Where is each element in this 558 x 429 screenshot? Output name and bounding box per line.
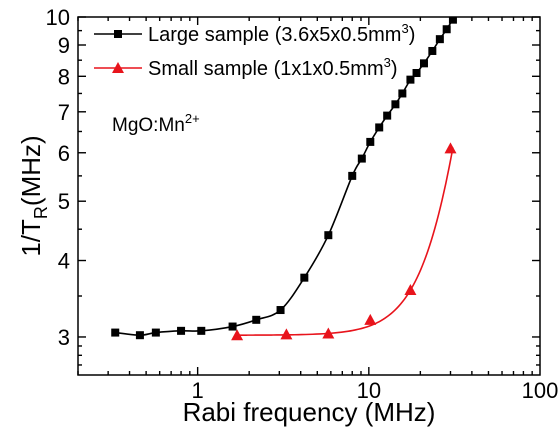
x-tick-label: 10: [357, 378, 381, 403]
data-point-large: [442, 25, 451, 34]
data-point-large: [357, 154, 366, 163]
legend-marker: [114, 30, 122, 38]
y-axis-title-unit: (MHz): [16, 135, 46, 206]
data-point-large: [391, 100, 400, 109]
legend-label-superscript: 3: [384, 55, 391, 70]
data-point-large: [111, 328, 120, 337]
legend: Large sample (3.6x5x0.5mm3)Small sample …: [94, 21, 415, 80]
data-point-large: [448, 17, 457, 24]
data-point-large: [366, 137, 375, 146]
data-point-large: [398, 89, 407, 98]
axis-layer: 1 10 100 3 4 5 6 7 8 9 10: [46, 5, 558, 403]
data-point-large: [177, 326, 186, 335]
data-point-small: [322, 327, 335, 339]
legend-label-close: ): [391, 58, 398, 80]
series-fit-small: [237, 147, 454, 336]
x-tick-label: 1: [192, 378, 204, 403]
data-point-large: [348, 171, 357, 180]
y-tick-label: 5: [58, 189, 70, 214]
x-axis-title: Rabi frequency (MHz): [183, 397, 436, 427]
x-tick-label: 100: [522, 378, 558, 403]
y-tick-label: 7: [58, 100, 70, 125]
data-point-large: [151, 328, 160, 337]
legend-marker: [112, 62, 124, 73]
data-point-large: [375, 123, 384, 132]
data-point-large: [252, 315, 261, 324]
y-tick-label: 3: [58, 325, 70, 350]
plot-frame: [77, 16, 541, 376]
data-point-large: [228, 322, 237, 331]
legend-label-text: Large sample (3.6x5x0.5mm: [148, 24, 401, 46]
data-point-large: [383, 111, 392, 120]
y-axis-title: 1/TR(MHz): [16, 135, 51, 256]
legend-label-superscript: 3: [401, 21, 408, 36]
data-point-large: [419, 59, 428, 68]
data-point-large: [197, 326, 206, 335]
data-point-large: [300, 273, 309, 282]
data-point-small: [231, 329, 244, 341]
y-axis-title-subscript: R: [31, 206, 51, 219]
y-tick-label: 6: [58, 141, 70, 166]
legend-label: Large sample (3.6x5x0.5mm3): [148, 21, 415, 46]
y-tick-label: 10: [46, 5, 70, 30]
y-axis-title-main: 1/T: [16, 219, 46, 257]
legend-label-close: ): [409, 24, 416, 46]
annotation-label: MgO:Mn2+: [112, 111, 200, 136]
data-point-small: [364, 313, 377, 325]
data-point-large: [456, 8, 464, 16]
data-point-small: [280, 328, 293, 340]
data-point-large: [412, 69, 421, 78]
data-point-large: [406, 75, 415, 84]
series-layer: [111, 8, 464, 341]
legend-label: Small sample (1x1x0.5mm3): [148, 55, 398, 80]
legend-label-text: Small sample (1x1x0.5mm: [148, 58, 384, 80]
y-tick-label: 4: [58, 249, 70, 274]
plot-area: [111, 8, 464, 341]
y-tick-label: 8: [58, 64, 70, 89]
data-point-large: [435, 35, 444, 44]
y-tick-label: 9: [58, 33, 70, 58]
annotation-superscript: 2+: [185, 111, 200, 126]
data-point-small: [404, 283, 417, 295]
data-point-large: [324, 231, 333, 240]
data-point-small: [444, 142, 457, 154]
annotation-text: MgO:Mn: [112, 115, 185, 136]
data-point-large: [276, 306, 285, 315]
data-point-large: [428, 46, 437, 55]
data-point-large: [135, 331, 144, 340]
